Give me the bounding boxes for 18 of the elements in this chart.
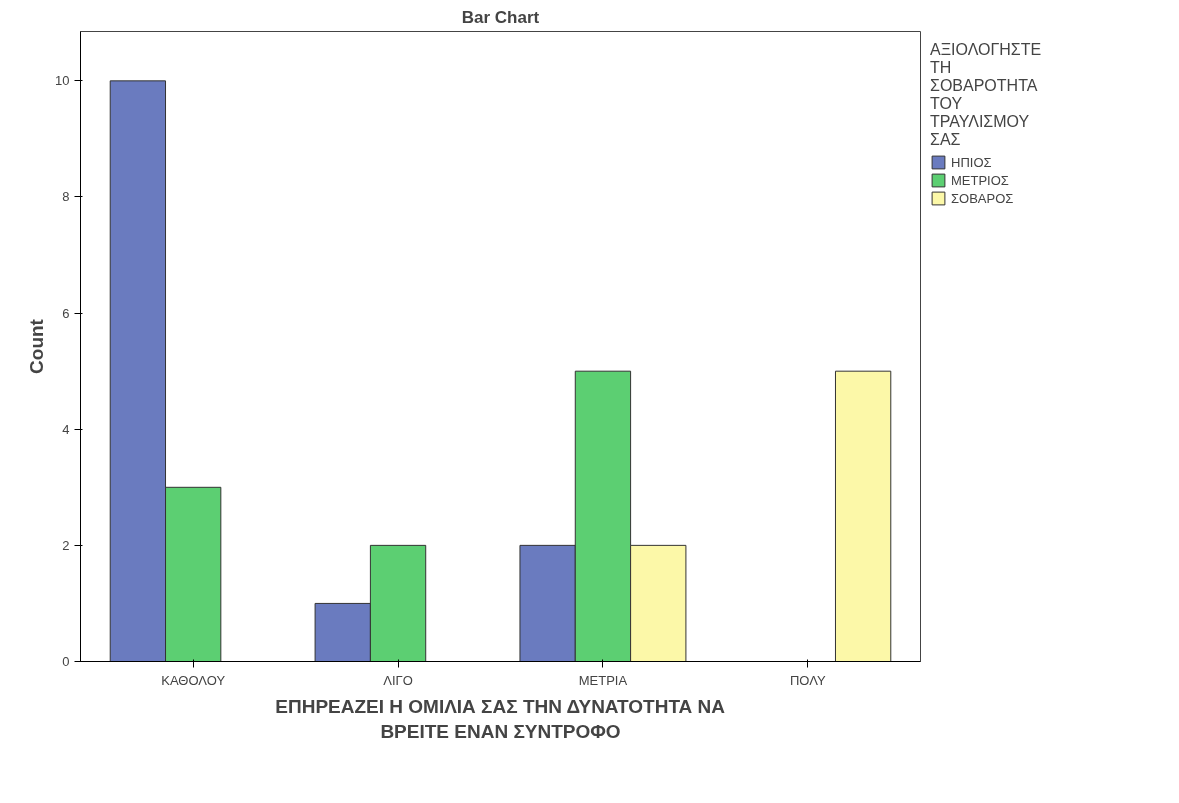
legend-label: ΣΟΒΑΡΟΣ [951,190,1014,206]
x-tick-label: ΜΕΤΡΙΑ [578,672,628,688]
y-tick-label: 6 [62,305,70,321]
y-tick-label: 2 [62,537,70,553]
x-tick-label: ΚΑΘΟΛΟΥ [161,672,226,688]
legend-title: ΑΞΙΟΛΟΓΗΣΤΕ ΤΗ ΣΟΒΑΡΟΤΗΤΑ ΤΟΥ ΤΡΑΥΛΙΣΜΟΥ ΣΑΣ [930,41,1042,149]
chart-title: Bar Chart [461,7,540,27]
y-tick-label: 4 [62,421,70,437]
y-tick-label: 8 [62,189,70,205]
x-tick-label: ΠΟΛΥ [789,672,826,688]
legend-label: ΜΕΤΡΙΟΣ [951,172,1009,188]
bar [834,370,892,662]
y-axis-title: Count [26,318,48,374]
legend-label: ΗΠΙΟΣ [951,154,992,170]
y-tick-label: 10 [55,73,70,89]
y-tick-label: 0 [62,654,70,669]
x-axis-title: ΕΠΗΡΕΑΖΕΙ Η ΟΜΙΛΙΑ ΣΑΣ ΤΗΝ ΔΥΝΑΤΟΤΗΤΑ ΝΑ ΒΡΕΙΤΕ ΕΝΑΝ ΣΥΝΤΡΟΦΟ [275,695,726,742]
x-tick-label: ΛΙΓΟ [383,672,413,688]
